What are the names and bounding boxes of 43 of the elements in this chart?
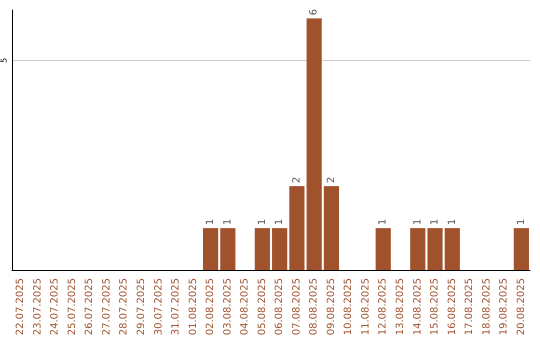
x-tick-label: 27.07.2025 — [101, 278, 112, 336]
data-label: 2 — [291, 176, 302, 184]
x-tick-label: 08.08.2025 — [308, 278, 320, 336]
x-tick-label: 14.08.2025 — [412, 278, 424, 336]
data-label: 1 — [378, 218, 389, 226]
x-tick-label: 07.08.2025 — [291, 278, 302, 336]
x-tick-label: 26.07.2025 — [84, 278, 96, 336]
x-tick-label: 28.07.2025 — [118, 278, 130, 336]
data-label: 1 — [446, 218, 458, 226]
x-tick-label: 30.07.2025 — [153, 278, 164, 336]
x-tick-label: 12.08.2025 — [378, 278, 389, 336]
x-tick-label: 11.08.2025 — [360, 278, 372, 336]
x-tick-label: 29.07.2025 — [136, 278, 147, 336]
data-label: 1 — [256, 218, 268, 226]
x-tick-label: 13.08.2025 — [395, 278, 406, 336]
data-label: 2 — [326, 176, 337, 184]
y-tick-label: 5 — [0, 58, 8, 63]
x-tick-label: 24.07.2025 — [50, 278, 61, 336]
x-tick-label: 16.08.2025 — [446, 278, 458, 336]
x-tick-label: 15.08.2025 — [430, 278, 441, 336]
x-tick-label: 18.08.2025 — [481, 278, 492, 336]
x-tick-label: 25.07.2025 — [66, 278, 78, 336]
data-label: 1 — [274, 218, 286, 226]
x-tick-label: 17.08.2025 — [464, 278, 476, 336]
x-tick-label: 06.08.2025 — [274, 278, 286, 336]
x-tick-label: 20.08.2025 — [516, 278, 527, 336]
x-tick-label: 03.08.2025 — [222, 278, 234, 336]
x-tick-label: 31.07.2025 — [170, 278, 182, 336]
x-tick-label: 02.08.2025 — [205, 278, 216, 336]
x-tick-label: 19.08.2025 — [498, 278, 510, 336]
data-label: 1 — [430, 218, 441, 226]
x-tick-label: 22.07.2025 — [15, 278, 26, 336]
data-label: 6 — [308, 9, 320, 16]
x-tick-label: 04.08.2025 — [240, 278, 251, 336]
x-tick-label: 01.08.2025 — [188, 278, 199, 336]
x-tick-label: 05.08.2025 — [256, 278, 268, 336]
data-label: 1 — [205, 218, 216, 226]
data-label: 1 — [222, 218, 234, 226]
x-tick-label: 23.07.2025 — [32, 278, 44, 336]
data-label: 1 — [412, 218, 424, 226]
x-tick-label: 10.08.2025 — [343, 278, 354, 336]
x-tick-label: 09.08.2025 — [326, 278, 337, 336]
data-label: 1 — [516, 218, 527, 226]
